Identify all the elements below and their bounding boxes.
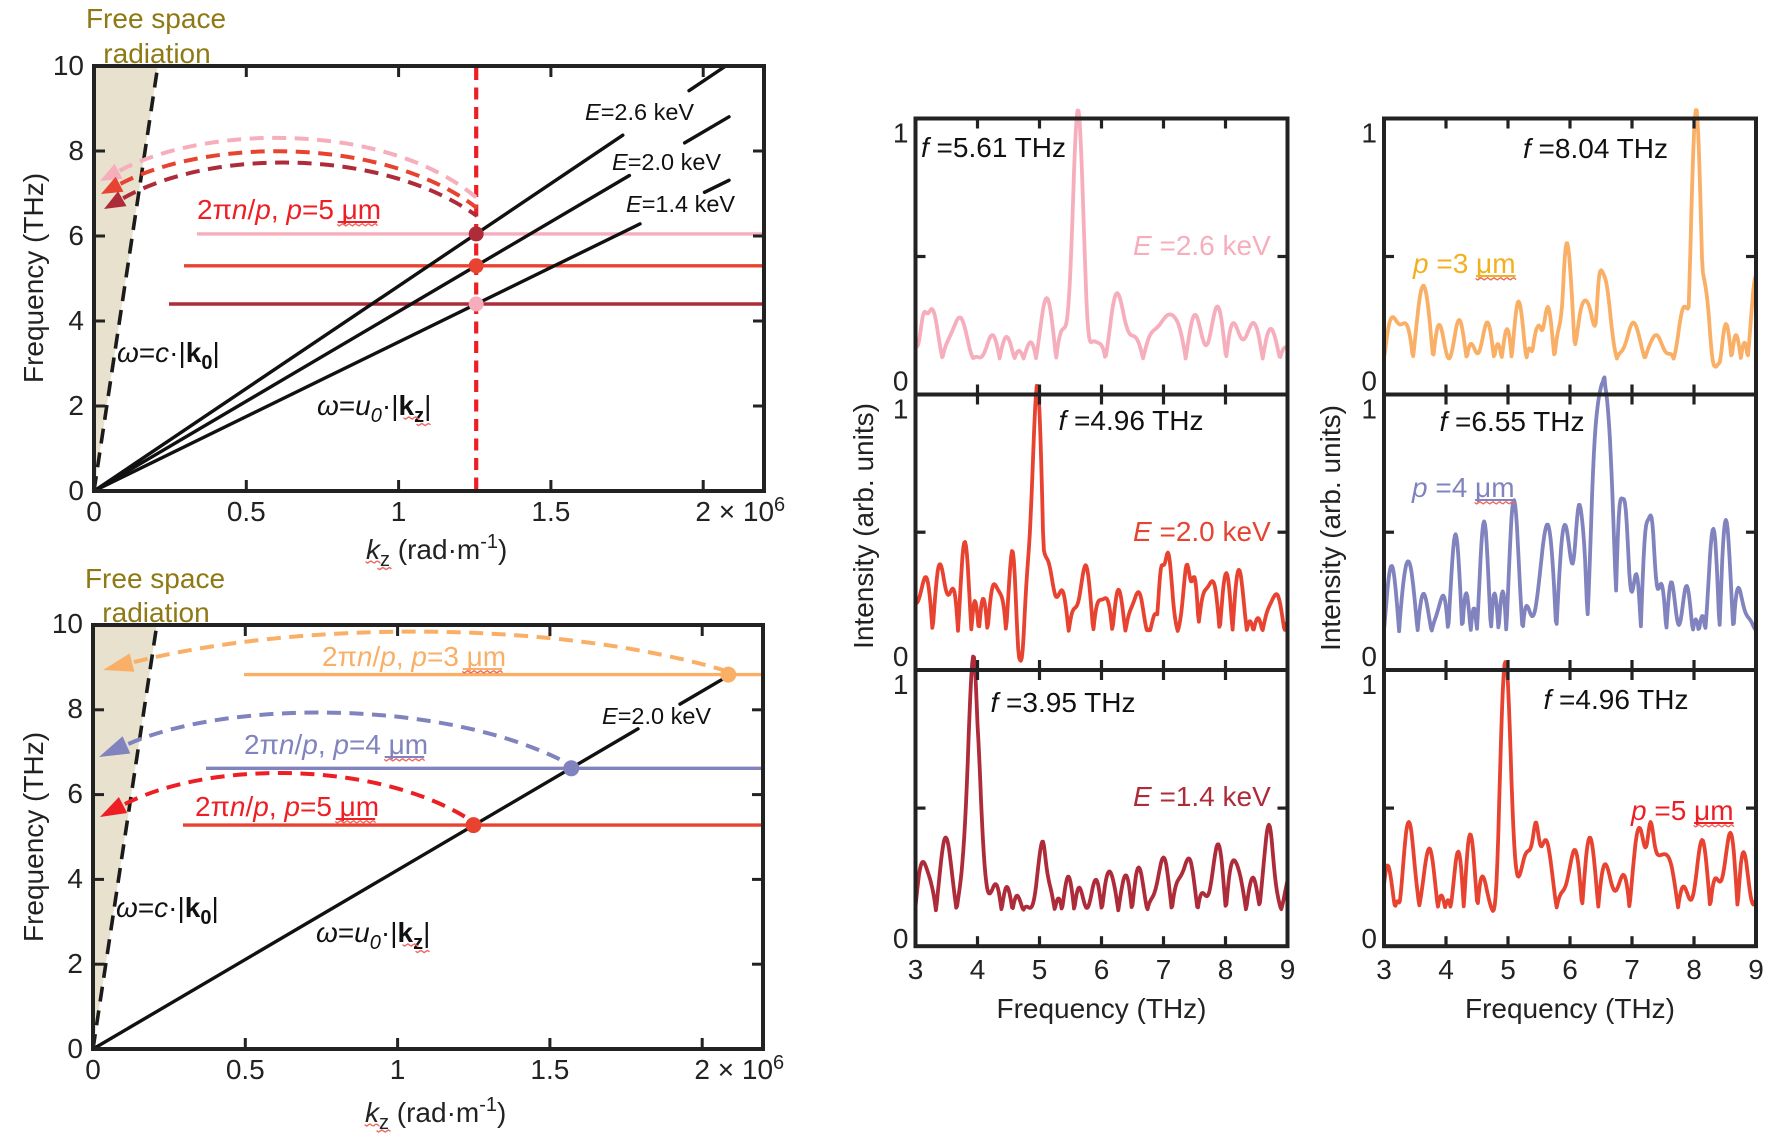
svg-text:0: 0 — [893, 366, 909, 397]
svg-text:4: 4 — [67, 863, 83, 894]
svg-text:7: 7 — [1624, 954, 1640, 985]
svg-text:0: 0 — [86, 496, 102, 527]
svg-text:8: 8 — [67, 693, 83, 724]
svg-text:1: 1 — [391, 496, 407, 527]
svg-text:2πn/p, p=3 μm: 2πn/p, p=3 μm — [322, 641, 506, 672]
svg-text:f =6.55 THz: f =6.55 THz — [1439, 406, 1584, 437]
svg-text:Frequency (THz): Frequency (THz) — [18, 732, 49, 942]
svg-text:kz (rad·m-1): kz (rad·m-1) — [365, 1094, 506, 1133]
svg-text:0: 0 — [67, 1033, 83, 1064]
svg-text:Frequency (THz): Frequency (THz) — [1465, 993, 1675, 1024]
svg-text:4: 4 — [970, 954, 986, 985]
svg-text:9: 9 — [1280, 954, 1296, 985]
svg-text:10: 10 — [53, 50, 84, 81]
svg-text:0: 0 — [1361, 923, 1377, 954]
svg-text:0: 0 — [1361, 366, 1377, 397]
svg-text:3: 3 — [1376, 954, 1392, 985]
svg-text:5: 5 — [1032, 954, 1048, 985]
svg-text:f =8.04 THz: f =8.04 THz — [1523, 133, 1668, 164]
svg-text:8: 8 — [68, 135, 84, 166]
svg-text:f =5.61 THz: f =5.61 THz — [921, 132, 1066, 163]
svg-text:2: 2 — [68, 390, 84, 421]
svg-text:2: 2 — [67, 948, 83, 979]
svg-text:f =3.95 THz: f =3.95 THz — [990, 687, 1135, 718]
svg-text:1: 1 — [893, 669, 909, 700]
svg-text:0.5: 0.5 — [226, 1054, 265, 1085]
svg-text:E=2.0 keV: E=2.0 keV — [602, 703, 711, 729]
svg-text:5: 5 — [1500, 954, 1516, 985]
svg-text:p =3 μm: p =3 μm — [1412, 248, 1516, 279]
svg-text:6: 6 — [1562, 954, 1578, 985]
svg-text:1: 1 — [390, 1054, 406, 1085]
svg-text:3: 3 — [908, 954, 924, 985]
svg-text:4: 4 — [1438, 954, 1454, 985]
svg-text:radiation: radiation — [102, 597, 209, 628]
svg-text:p =5 μm: p =5 μm — [1630, 795, 1734, 826]
svg-text:E =2.6 keV: E =2.6 keV — [1133, 230, 1271, 261]
svg-text:Frequency (THz): Frequency (THz) — [18, 173, 49, 383]
svg-text:1.5: 1.5 — [530, 1054, 569, 1085]
svg-text:2πn/p, p=4 μm: 2πn/p, p=4 μm — [244, 729, 428, 760]
svg-text:1.5: 1.5 — [531, 496, 570, 527]
svg-text:f =4.96 THz: f =4.96 THz — [1543, 684, 1688, 715]
svg-text:1: 1 — [893, 394, 909, 425]
svg-text:E=2.0 keV: E=2.0 keV — [612, 149, 721, 175]
svg-text:E=1.4 keV: E=1.4 keV — [626, 191, 735, 217]
svg-text:10: 10 — [52, 608, 83, 639]
svg-text:0: 0 — [893, 923, 909, 954]
svg-text:0.5: 0.5 — [227, 496, 266, 527]
svg-text:0: 0 — [68, 475, 84, 506]
svg-text:E =2.0 keV: E =2.0 keV — [1133, 516, 1271, 547]
svg-text:Intensity (arb. units): Intensity (arb. units) — [1315, 405, 1346, 651]
svg-text:1: 1 — [1361, 394, 1377, 425]
svg-text:Free space: Free space — [85, 563, 225, 594]
svg-text:p =4 μm: p =4 μm — [1411, 472, 1515, 503]
svg-text:E=2.6 keV: E=2.6 keV — [585, 99, 694, 125]
svg-text:8: 8 — [1218, 954, 1234, 985]
svg-text:1: 1 — [1361, 669, 1377, 700]
svg-text:Frequency (THz): Frequency (THz) — [996, 993, 1206, 1024]
svg-text:radiation: radiation — [103, 38, 210, 69]
svg-text:ω=u0·|kz|: ω=u0·|kz| — [316, 917, 430, 954]
svg-text:1: 1 — [1361, 118, 1377, 149]
svg-text:kz (rad·m-1): kz (rad·m-1) — [366, 531, 507, 571]
svg-text:4: 4 — [68, 305, 84, 336]
svg-text:8: 8 — [1686, 954, 1702, 985]
svg-text:9: 9 — [1748, 954, 1764, 985]
svg-text:Intensity (arb. units): Intensity (arb. units) — [848, 403, 879, 649]
svg-text:2πn/p, p=5 μm: 2πn/p, p=5 μm — [197, 194, 381, 225]
svg-text:0: 0 — [85, 1054, 101, 1085]
svg-text:6: 6 — [67, 778, 83, 809]
svg-text:6: 6 — [1094, 954, 1110, 985]
svg-text:0: 0 — [893, 641, 909, 672]
svg-text:Free space: Free space — [86, 3, 226, 34]
svg-text:7: 7 — [1156, 954, 1172, 985]
svg-text:2πn/p, p=5 μm: 2πn/p, p=5 μm — [195, 791, 379, 822]
svg-text:1: 1 — [893, 118, 909, 149]
svg-text:2 × 106: 2 × 106 — [695, 494, 785, 527]
svg-text:ω=c·|k0|: ω=c·|k0| — [117, 337, 220, 374]
svg-text:2 × 106: 2 × 106 — [694, 1052, 784, 1085]
svg-text:6: 6 — [68, 220, 84, 251]
svg-text:E =1.4 keV: E =1.4 keV — [1133, 781, 1271, 812]
svg-text:f =4.96 THz: f =4.96 THz — [1058, 405, 1203, 436]
svg-text:0: 0 — [1361, 641, 1377, 672]
